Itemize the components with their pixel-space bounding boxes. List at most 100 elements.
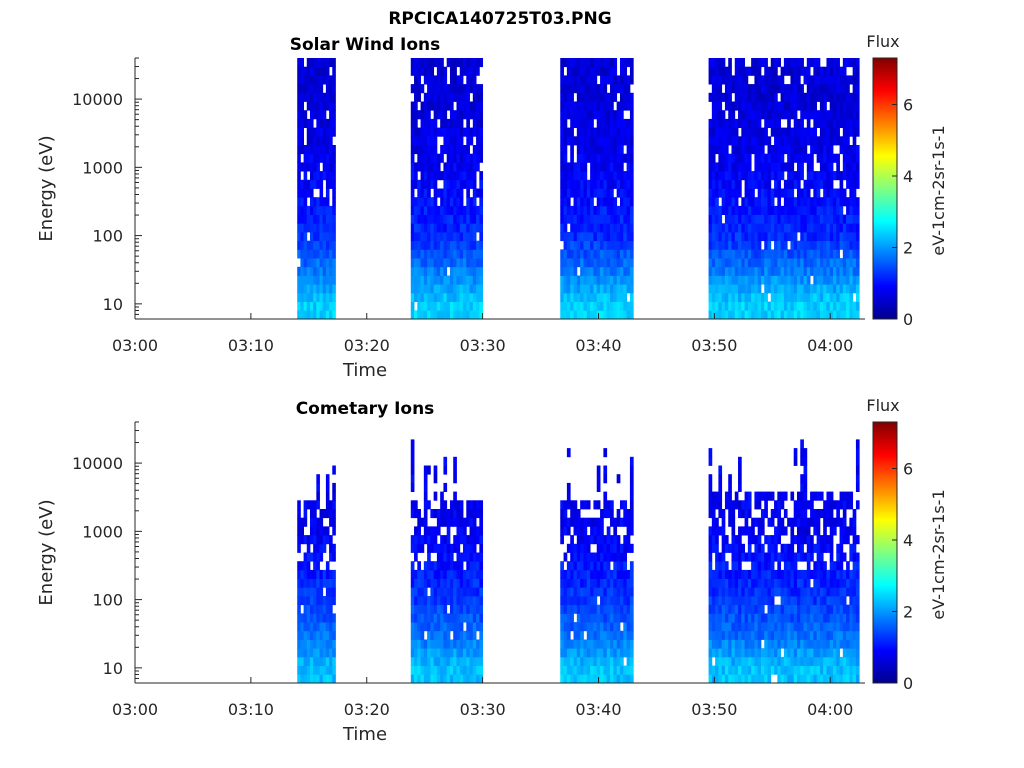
spectrogram-cell — [770, 188, 775, 198]
spectrogram-cell — [774, 552, 778, 562]
spectrogram-cell — [427, 284, 431, 294]
spectrogram-cell — [316, 205, 320, 215]
spectrogram-cell — [760, 275, 765, 285]
spectrogram-cell — [297, 535, 301, 545]
spectrogram-cell — [813, 214, 818, 224]
spectrogram-cell — [770, 127, 775, 137]
spectrogram-cell — [433, 613, 438, 623]
spectrogram-cell — [443, 622, 448, 632]
spectrogram-cell — [410, 604, 415, 614]
spectrogram-cell — [819, 284, 824, 294]
spectrogram-cell — [593, 578, 598, 588]
spectrogram-cell — [423, 491, 428, 501]
spectrogram-cell — [751, 127, 755, 137]
spectrogram-cell — [616, 136, 621, 146]
spectrogram-cell — [842, 171, 847, 181]
spectrogram-cell — [427, 136, 431, 146]
spectrogram-cell — [842, 674, 847, 684]
spectrogram-cell — [796, 500, 801, 510]
y-tick-label: 1000 — [82, 158, 123, 177]
spectrogram-cell — [790, 517, 795, 527]
spectrogram-cell — [783, 84, 788, 94]
spectrogram-cell — [476, 665, 480, 675]
spectrogram-cell — [734, 249, 739, 259]
spectrogram-cell — [629, 630, 634, 640]
spectrogram-cell — [430, 613, 435, 623]
spectrogram-cell — [603, 188, 608, 198]
spectrogram-cell — [819, 292, 824, 302]
spectrogram-cell — [715, 162, 719, 172]
spectrogram-cell — [469, 223, 474, 233]
spectrogram-cell — [297, 596, 301, 606]
spectrogram-cell — [443, 214, 448, 224]
spectrogram-cell — [741, 66, 745, 76]
spectrogram-cell — [803, 258, 808, 268]
spectrogram-cell — [715, 639, 719, 649]
spectrogram-cell — [767, 517, 772, 527]
spectrogram-cell — [566, 674, 571, 684]
spectrogram-cell — [790, 136, 795, 146]
spectrogram-cell — [738, 292, 742, 302]
spectrogram-cell — [576, 249, 581, 259]
spectrogram-cell — [566, 214, 571, 224]
spectrogram-cell — [459, 656, 464, 666]
spectrogram-cell — [819, 179, 824, 189]
spectrogram-cell — [309, 92, 314, 102]
spectrogram-cell — [787, 604, 791, 614]
spectrogram-cell — [724, 500, 729, 510]
spectrogram-cell — [731, 526, 736, 536]
spectrogram-cell — [410, 561, 415, 571]
spectrogram-cell — [446, 179, 451, 189]
spectrogram-cell — [810, 162, 814, 172]
spectrogram-cell — [300, 301, 304, 311]
spectrogram-cell — [787, 223, 791, 233]
spectrogram-cell — [767, 656, 772, 666]
spectrogram-cell — [764, 153, 768, 163]
spectrogram-cell — [440, 604, 444, 614]
spectrogram-cell — [453, 465, 457, 475]
spectrogram-cell — [306, 569, 311, 579]
spectrogram-cell — [708, 587, 713, 597]
spectrogram-cell — [329, 110, 333, 120]
spectrogram-cell — [563, 275, 568, 285]
spectrogram-cell — [718, 145, 723, 155]
spectrogram-cell — [420, 639, 425, 649]
spectrogram-cell — [806, 258, 811, 268]
spectrogram-cell — [449, 648, 454, 658]
spectrogram-cell — [443, 188, 448, 198]
spectrogram-cell — [708, 240, 713, 250]
spectrogram-cell — [823, 665, 827, 675]
spectrogram-cell — [297, 604, 301, 614]
spectrogram-cell — [613, 656, 618, 666]
spectrogram-cell — [629, 266, 634, 276]
spectrogram-cell — [610, 509, 614, 519]
spectrogram-cell — [469, 604, 474, 614]
spectrogram-cell — [566, 543, 571, 553]
spectrogram-cell — [823, 310, 827, 320]
spectrogram-cell — [606, 648, 611, 658]
spectrogram-cell — [747, 500, 752, 510]
spectrogram-cell — [566, 284, 571, 294]
spectrogram-cell — [770, 223, 775, 233]
spectrogram-cell — [800, 578, 804, 588]
spectrogram-cell — [757, 613, 762, 623]
spectrogram-cell — [849, 301, 854, 311]
spectrogram-cell — [616, 205, 621, 215]
spectrogram-cell — [316, 127, 320, 137]
spectrogram-cell — [764, 266, 768, 276]
spectrogram-cell — [414, 145, 418, 155]
spectrogram-cell — [306, 587, 311, 597]
spectrogram-cell — [603, 301, 608, 311]
spectrogram-cell — [842, 622, 847, 632]
spectrogram-cell — [734, 301, 739, 311]
spectrogram-cell — [757, 604, 762, 614]
spectrogram-cell — [590, 535, 594, 545]
spectrogram-cell — [734, 491, 739, 501]
spectrogram-cell — [297, 266, 301, 276]
spectrogram-cell — [459, 127, 464, 137]
spectrogram-cell — [806, 301, 811, 311]
spectrogram-cell — [747, 136, 752, 146]
spectrogram-cell — [570, 66, 574, 76]
spectrogram-cell — [610, 136, 614, 146]
spectrogram-cell — [593, 84, 598, 94]
